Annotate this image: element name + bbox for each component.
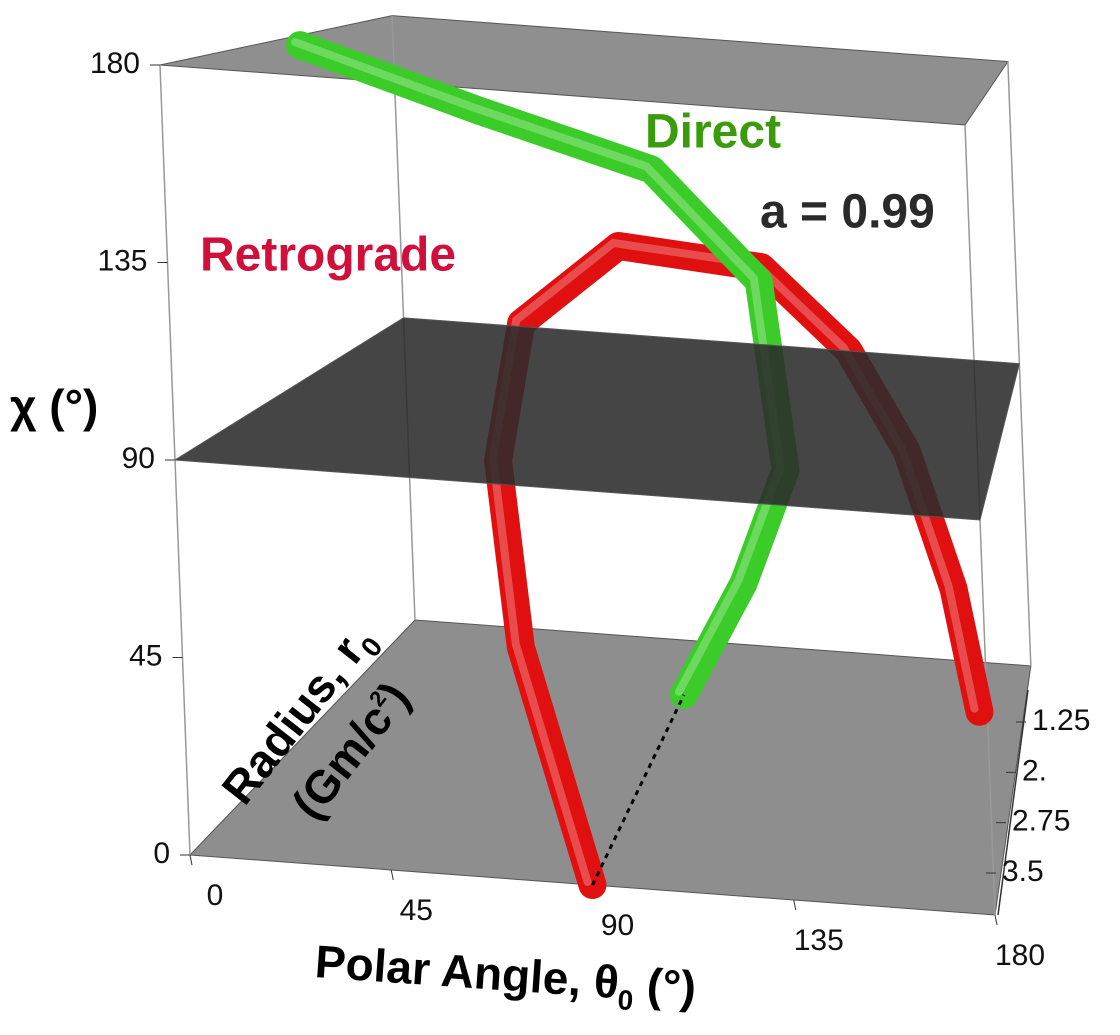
z-tick-label: 1.25	[1032, 704, 1090, 737]
planes	[159, 15, 1032, 916]
tube	[286, 31, 800, 709]
x-axis-label-part: 0	[617, 984, 635, 1016]
tube-highlight	[489, 238, 979, 886]
x-axis-label-part: Polar Angle, θ	[313, 935, 620, 1008]
plane	[159, 15, 1009, 126]
x-tick-label: 0	[207, 879, 224, 912]
x-tick-label: 45	[400, 894, 433, 927]
z-tick-label: 2.	[1022, 754, 1047, 787]
x-tick	[793, 899, 797, 911]
z-axis	[997, 689, 1029, 916]
y-tick-label: 135	[97, 244, 147, 277]
x-tick	[994, 914, 998, 926]
y-tick-label: 45	[129, 639, 162, 672]
annotation: a = 0.99	[760, 186, 935, 239]
y-tick-label: 0	[153, 837, 170, 870]
z-tick-label: 2.75	[1012, 805, 1070, 838]
z-tick-label: 3.5	[1002, 855, 1044, 888]
x-tick-label: 90	[601, 909, 634, 942]
annotation: Retrograde	[200, 229, 456, 282]
y-tick-label: 180	[90, 47, 140, 80]
x-axis-label-part: (°)	[633, 958, 698, 1014]
x-tick-label: 135	[794, 924, 844, 957]
tube	[484, 231, 994, 899]
y-tick-label: 90	[122, 442, 155, 475]
tube-highlight	[291, 38, 785, 696]
y-axis-label: χ (°)	[10, 380, 98, 432]
x-tick	[390, 869, 394, 881]
annotation: Direct	[645, 106, 781, 159]
tube-body	[484, 231, 994, 899]
x-tick-label: 180	[995, 939, 1045, 972]
x-axis-label: Polar Angle, θ0 (°)	[313, 935, 698, 1020]
plane	[173, 317, 1020, 521]
tube-body	[286, 31, 800, 709]
x-tick	[189, 854, 193, 866]
